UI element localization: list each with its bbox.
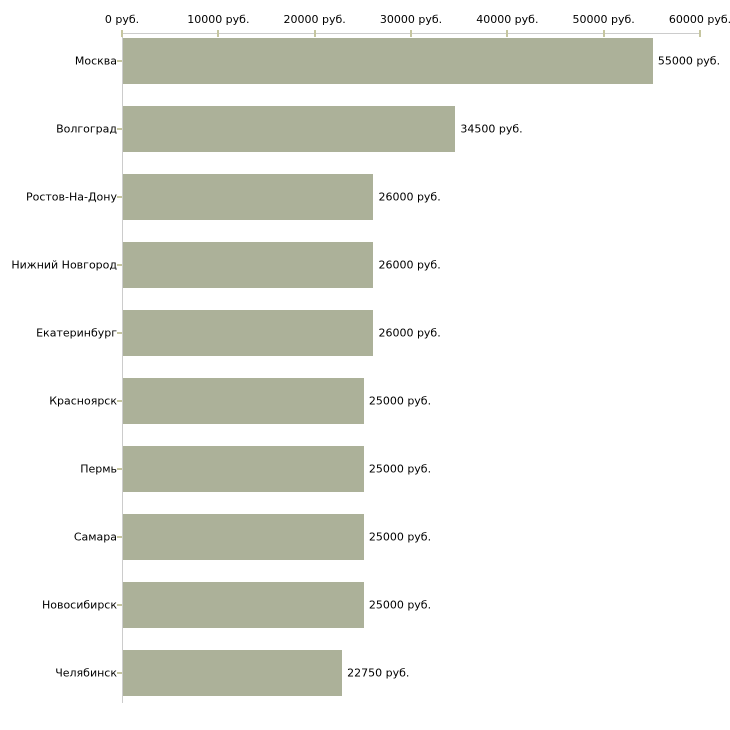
x-axis-tick [313,30,316,37]
value-label: 25000 руб. [368,394,432,407]
value-label: 25000 руб. [368,462,432,475]
category-tick [117,331,122,334]
category-label: Самара [73,530,117,543]
category-tick [117,399,122,402]
value-label: 26000 руб. [378,326,441,339]
bar [123,513,364,560]
category-label: Москва [74,54,117,67]
value-label: 25000 руб. [368,530,432,543]
category-label: Екатеринбург [36,326,117,339]
category-label: Красноярск [49,394,117,407]
category-label: Нижний Новгород [11,258,117,271]
x-axis-tick [699,30,701,37]
bar [123,649,343,696]
category-label: Волгоград [56,122,117,135]
x-axis-tick-label: 0 руб. [104,13,140,26]
category-tick [117,59,122,62]
category-label: Ростов-На-Дону [25,190,117,203]
value-label: 26000 руб. [378,258,441,271]
value-label: 26000 руб. [378,190,441,203]
category-tick [117,195,122,198]
x-axis-tick-label: 20000 руб. [283,13,346,26]
category-tick [117,263,122,266]
x-axis-tick-label: 30000 руб. [379,13,443,26]
bar [123,309,374,356]
y-axis-line [122,33,123,703]
x-axis-tick-label: 40000 руб. [476,13,539,26]
category-tick [117,127,122,130]
bar [123,581,364,628]
x-axis-tick [506,30,509,37]
category-tick [117,535,122,538]
bar [123,241,374,288]
category-label: Челябинск [55,666,117,679]
category-tick [117,671,122,674]
x-axis-tick [121,30,123,37]
value-label: 25000 руб. [368,598,432,611]
x-axis-tick [217,30,220,37]
bar [123,37,653,84]
category-label: Новосибирск [41,598,117,611]
bar [123,173,374,220]
bar [123,377,364,424]
bar [123,105,456,152]
category-tick [117,603,122,606]
value-label: 34500 руб. [460,122,523,135]
bar [123,445,364,492]
value-label: 22750 руб. [347,666,410,679]
x-axis-tick [410,30,412,37]
category-label: Пермь [80,462,117,475]
x-axis-tick [602,30,605,37]
x-axis-tick-label: 60000 руб. [668,13,730,26]
category-tick [117,467,122,470]
x-axis-tick-label: 50000 руб. [572,13,635,26]
x-axis-tick-label: 10000 руб. [187,13,250,26]
value-label: 55000 руб. [657,54,721,67]
